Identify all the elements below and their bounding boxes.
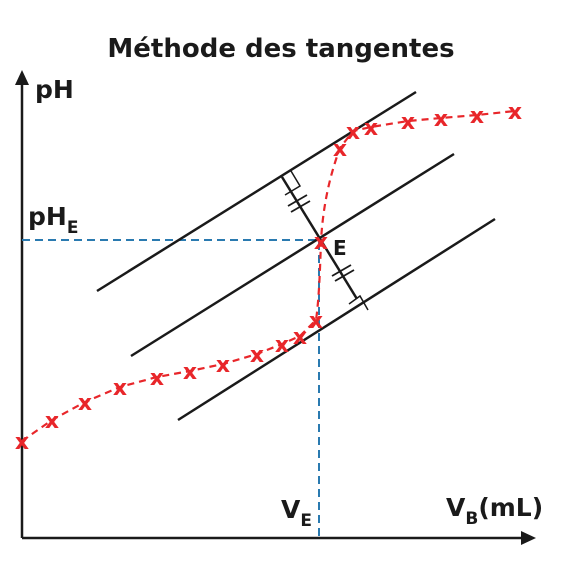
double-tick-icon (331, 264, 355, 282)
equivalence-point-marker: x (314, 230, 328, 255)
double-tick-icon (287, 194, 311, 213)
data-point-marker: x (470, 104, 484, 129)
y-axis-label: pH (35, 75, 74, 104)
data-point-marker: x (78, 391, 92, 416)
data-point-marker: x (183, 360, 197, 385)
data-point-marker: x (150, 366, 164, 391)
x-axis-label-main: V (446, 493, 466, 522)
data-point-marker: x (434, 107, 448, 132)
titration-curve (21, 109, 516, 442)
right-angle-icon (284, 170, 302, 196)
data-point-marker: x (401, 110, 415, 135)
equivalence-point-label: E (333, 236, 347, 260)
data-point-marker: x (250, 343, 264, 368)
data-point-marker: x (346, 120, 360, 145)
ph-e-label-main: pH (28, 202, 67, 231)
svg-text:VB(mL): VB(mL) (446, 493, 543, 529)
data-point-marker: x (293, 325, 307, 350)
middle-parallel-line (130, 152, 455, 358)
x-axis-label: VB(mL) (446, 493, 543, 529)
x-axis-label-unit: (mL) (478, 493, 543, 522)
data-point-marker: x (15, 430, 29, 455)
x-axis-label-sub: B (465, 509, 478, 529)
v-e-label-main: V (281, 495, 301, 524)
ph-e-label: pHE (28, 202, 78, 238)
data-point-marker: x (45, 409, 59, 434)
y-axis-arrowhead (15, 70, 29, 85)
ph-e-label-sub: E (67, 218, 79, 238)
right-angle-icon (348, 294, 369, 311)
v-e-label-sub: E (300, 511, 312, 531)
data-point-marker: x (333, 137, 347, 162)
data-point-marker: x (113, 376, 127, 401)
data-point-marker: x (508, 100, 522, 125)
data-point-marker: x (275, 333, 289, 358)
x-axis-arrowhead (521, 531, 536, 545)
data-point-marker: x (216, 353, 230, 378)
perpendicular-segment (280, 176, 359, 300)
diagram-title: Méthode des tangentes (107, 34, 454, 64)
v-e-label: VE (281, 495, 312, 531)
data-point-marker: x (364, 116, 378, 141)
curve-points: x x x x x x x x x x x x x x x x x x x (15, 100, 522, 455)
lower-tangent-line (177, 217, 496, 422)
upper-tangent-line (96, 90, 417, 293)
data-point-marker: x (309, 309, 323, 334)
